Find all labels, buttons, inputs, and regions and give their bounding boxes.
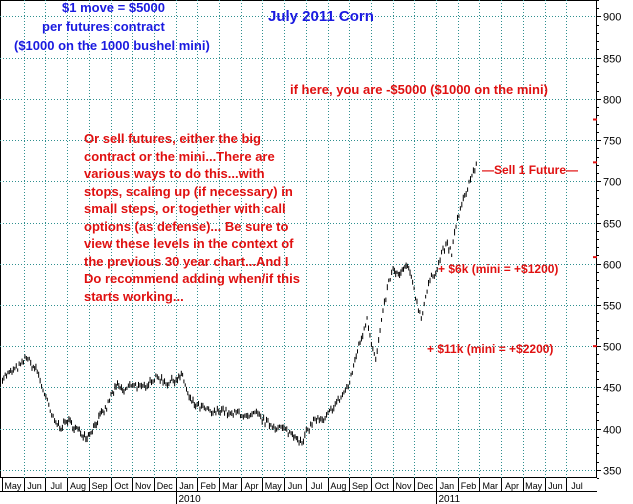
year-label: 2011	[439, 494, 461, 504]
x-tick-label: Jun	[548, 481, 563, 491]
x-tick-label: Feb	[200, 481, 216, 491]
x-tick-label: Dec	[157, 481, 174, 491]
y-tick-label: 550	[603, 301, 621, 313]
x-tick-label: Jan	[440, 481, 455, 491]
x-tick-label: Oct	[375, 481, 390, 491]
note-line: contract or the mini...There are	[84, 148, 275, 164]
note-line: the previous 30 year chart...And I	[84, 253, 289, 269]
note-line: Do recommend adding when/if this	[84, 271, 300, 286]
x-tick-label: Aug	[330, 481, 346, 491]
note-line: view these levels in the context of	[84, 236, 294, 251]
x-tick-label: Mar	[222, 481, 238, 491]
y-tick-label: 700	[603, 177, 621, 189]
note-line: small steps, or together with call	[84, 201, 286, 216]
x-tick-label: Jul	[50, 481, 62, 491]
y-tick-label: 450	[603, 383, 621, 395]
target-2-annotation: + $11k (mini = +$2200)	[427, 342, 554, 356]
y-tick-label: 850	[603, 54, 621, 66]
y-tick-label: 750	[603, 136, 621, 148]
x-tick-label: Sep	[352, 481, 368, 491]
x-tick-label: Mar	[483, 481, 499, 491]
chart-title: July 2011 Corn	[268, 8, 374, 25]
x-tick-label: Nov	[395, 481, 412, 491]
x-tick-label: Feb	[461, 481, 477, 491]
strategy-note: Or sell futures, either the big contract…	[84, 130, 359, 305]
note-line: Or sell futures, either the big	[84, 131, 261, 146]
x-tick-label: May	[265, 481, 283, 491]
sell-annotation: —Sell 1 Future—	[482, 163, 579, 177]
contract-value-line-1: $1 move = $5000	[62, 0, 165, 15]
note-line: stops, scaling up (if necessary) in	[84, 183, 293, 199]
x-tick-label: Apr	[245, 481, 259, 491]
y-tick-label: 400	[603, 425, 621, 437]
x-tick-label: Jul	[311, 481, 323, 491]
stop-loss-annotation: if here, you are -$5000 ($1000 on the mi…	[290, 82, 548, 97]
x-tick-label: May	[4, 481, 22, 491]
x-tick-label: Dec	[417, 481, 434, 491]
x-tick-label: Apr	[505, 481, 519, 491]
note-line: starts working...	[84, 288, 184, 304]
x-tick-label: Jul	[571, 481, 583, 491]
y-tick-label: 800	[603, 95, 621, 107]
note-line: options (as defense)... Be sure to	[84, 218, 289, 234]
x-tick-label: Jun	[27, 481, 42, 491]
year-label: 2010	[179, 494, 202, 504]
target-1-annotation: + $6k (mini = +$1200)	[438, 262, 559, 276]
plot-frame	[0, 0, 597, 478]
y-tick-label: 600	[603, 260, 621, 272]
y-tick-label: 900	[603, 12, 621, 24]
x-tick-label: Sep	[92, 481, 108, 491]
contract-value-line-2: per futures contract	[42, 19, 165, 34]
x-tick-label: Aug	[70, 481, 86, 491]
x-tick-label: May	[525, 481, 543, 491]
note-line: various ways to do this...with	[84, 166, 265, 181]
x-tick-label: Jun	[288, 481, 303, 491]
y-tick-label: 650	[603, 219, 621, 231]
y-tick-label: 350	[603, 466, 621, 478]
contract-value-line-3: ($1000 on the 1000 bushel mini)	[14, 38, 210, 53]
y-tick-label: 500	[603, 342, 621, 354]
price-series	[2, 161, 477, 446]
x-tick-label: Oct	[114, 481, 129, 491]
x-tick-label: Nov	[135, 481, 152, 491]
x-tick-label: Jan	[179, 481, 194, 491]
